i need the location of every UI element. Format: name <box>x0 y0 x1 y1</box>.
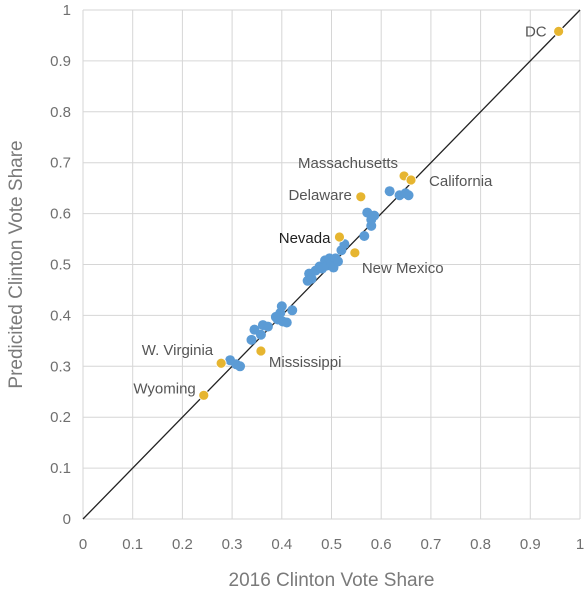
y-tick-label: 0.8 <box>50 104 71 121</box>
data-points <box>198 25 565 401</box>
x-axis-title: 2016 Clinton Vote Share <box>229 570 435 591</box>
state-point <box>255 329 266 340</box>
gridlines <box>82 9 581 520</box>
y-tick-label: 0.1 <box>50 460 71 477</box>
x-tick-label: 0.1 <box>122 536 143 553</box>
state-point <box>384 186 395 197</box>
annotation-massachusetts: Massachusetts <box>298 155 398 172</box>
annotation-new-mexico: New Mexico <box>362 260 444 277</box>
annotations: DC Massachusetts California Delaware Nevada N… <box>133 23 546 397</box>
x-tick-label: 0.7 <box>420 536 441 553</box>
highlighted-state-point <box>553 25 565 37</box>
highlighted-state-point <box>215 357 227 369</box>
annotation-dc: DC <box>525 23 547 40</box>
state-point <box>369 210 380 221</box>
y-tick-label: 0.2 <box>50 409 71 426</box>
state-point <box>281 317 292 328</box>
state-point <box>366 220 377 231</box>
highlighted-state-point <box>198 389 210 401</box>
annotation-delaware: Delaware <box>288 187 351 204</box>
annotation-nevada: Nevada <box>279 230 331 247</box>
x-tick-label: 0.9 <box>520 536 541 553</box>
y-tick-label: 0.6 <box>50 206 71 223</box>
x-tick-label: 0.6 <box>371 536 392 553</box>
state-point <box>306 273 317 284</box>
y-tick-label: 1 <box>63 2 71 19</box>
state-point <box>332 256 343 267</box>
x-tick-label: 0.8 <box>470 536 491 553</box>
y-tick-label: 0.4 <box>50 307 71 324</box>
y-axis-title: Predicited Clinton Vote Share <box>6 140 27 388</box>
x-tick-label: 0.3 <box>222 536 243 553</box>
annotation-california: California <box>429 173 493 190</box>
y-tick-label: 0.7 <box>50 155 71 172</box>
x-tick-label: 0.2 <box>172 536 193 553</box>
state-point <box>403 190 414 201</box>
x-tick-label: 0 <box>79 536 87 553</box>
x-tick-label: 0.5 <box>321 536 342 553</box>
state-point <box>262 321 273 332</box>
y-tick-label: 0.9 <box>50 53 71 70</box>
state-point <box>235 361 246 372</box>
highlighted-state-point <box>355 191 367 203</box>
y-tick-label: 0.5 <box>50 257 71 274</box>
annotation-mississippi: Mississippi <box>269 354 342 371</box>
y-tick-label: 0 <box>63 511 71 528</box>
state-point <box>359 230 370 241</box>
state-point <box>246 334 257 345</box>
axes: 0 0.1 0.2 0.3 0.4 0.5 0.6 0.7 0.8 0.9 1 0 0.1 0.2 0.3 0… <box>50 2 584 553</box>
annotation-w-virginia: W. Virginia <box>142 342 214 359</box>
highlighted-state-point <box>255 345 267 357</box>
highlighted-state-point <box>349 247 361 259</box>
highlighted-state-point <box>405 174 417 186</box>
x-tick-label: 0.4 <box>271 536 292 553</box>
highlighted-state-point <box>334 231 345 243</box>
x-tick-label: 1 <box>576 536 584 553</box>
annotation-wyoming: Wyoming <box>133 380 195 397</box>
state-point <box>287 305 298 316</box>
state-point <box>276 301 287 312</box>
y-tick-label: 0.3 <box>50 358 71 375</box>
